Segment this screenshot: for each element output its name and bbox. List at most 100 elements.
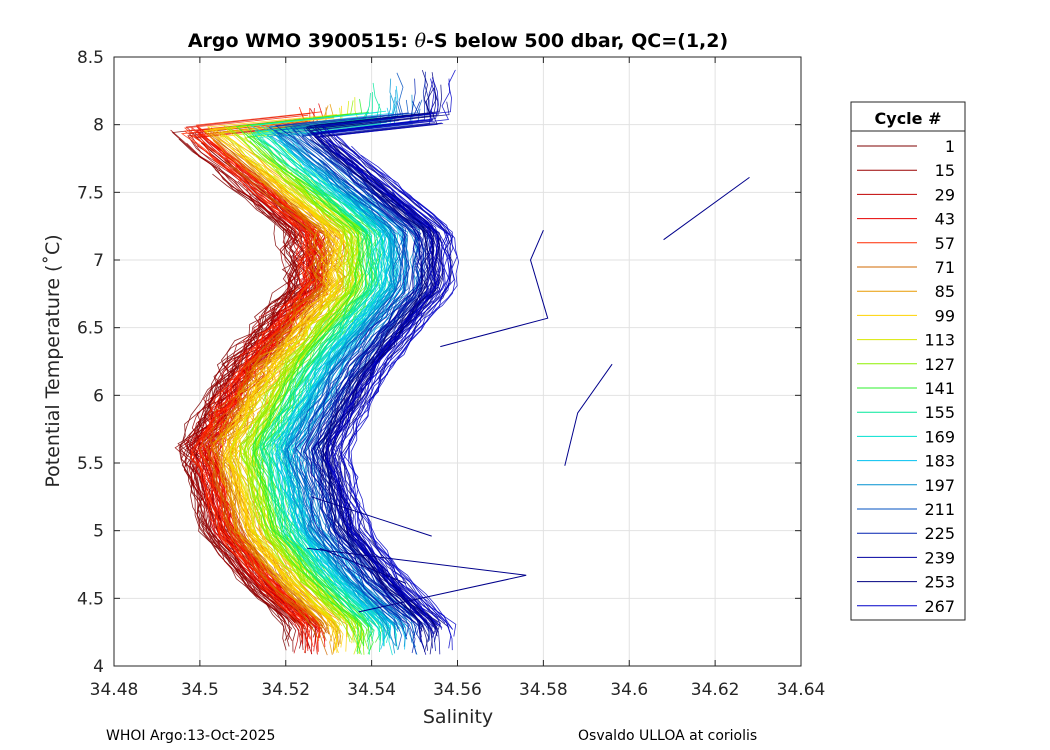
- outlier-segment: [319, 547, 407, 584]
- y-tick-label: 4: [93, 657, 104, 677]
- profile-line-cycle-267: [325, 140, 436, 635]
- profile-line-cycle-183: [275, 167, 387, 650]
- profile-line-cycle-57: [200, 207, 316, 617]
- y-tick-label: 7: [93, 251, 104, 271]
- y-axis: 4 4.5 5 5.5 6 6.5 7 7.5 8 8.5: [77, 48, 801, 677]
- profile-line-cycle-155: [250, 91, 374, 655]
- profile-line-cycle-57: [188, 111, 310, 627]
- y-tick-label: 5: [93, 522, 104, 542]
- profile-line-cycle-197: [269, 95, 394, 636]
- profile-line-cycle-267: [320, 134, 447, 630]
- profile-line-cycle-183: [265, 107, 392, 647]
- profile-line-cycle-57: [195, 196, 312, 630]
- y-tick-label: 6.5: [77, 319, 104, 339]
- profile-line-cycle-225: [274, 112, 411, 630]
- outlier-segment: [307, 547, 527, 613]
- profile-line-cycle-239: [303, 195, 419, 623]
- y-tick-label: 5.5: [77, 454, 104, 474]
- profile-line-cycle-99: [220, 105, 350, 626]
- profile-line-cycle-169: [270, 200, 379, 627]
- legend-label-57: 57: [935, 234, 955, 253]
- profile-line-cycle-155: [264, 173, 379, 636]
- data-series-group: [170, 69, 750, 656]
- legend-label-141: 141: [924, 379, 955, 398]
- profile-line-cycle-57: [180, 106, 309, 641]
- legend: Cycle # 1 15 29 43 57 71 85 99 113 127 141 155 169 18…: [850, 101, 966, 621]
- profile-line-cycle-267: [342, 190, 454, 651]
- legend-label-239: 239: [924, 548, 955, 567]
- chart-title-theta: θ: [415, 30, 427, 52]
- profile-line-cycle-57: [212, 201, 328, 618]
- profile-line-cycle-141: [251, 178, 361, 655]
- profile-line-cycle-99: [225, 159, 345, 653]
- profile-line-cycle-71: [209, 161, 321, 631]
- profile-line-cycle-85: [203, 117, 331, 620]
- x-axis: 34.48 34.5 34.52 34.54 34.56 34.58 34.6 34.62 34…: [90, 57, 826, 700]
- profile-line-cycle-239: [313, 192, 427, 655]
- x-tick-label: 34.48: [90, 680, 139, 700]
- legend-label-169: 169: [924, 427, 955, 446]
- profile-line-cycle-15: [190, 169, 298, 619]
- profile-line-cycle-267: [311, 78, 437, 628]
- profile-line-cycle-85: [212, 180, 331, 618]
- profile-line-cycle-225: [299, 163, 410, 637]
- profile-line-cycle-267: [330, 191, 441, 626]
- profile-line-cycle-15: [174, 142, 295, 631]
- profile-line-cycle-15: [170, 129, 295, 625]
- x-tick-label: 34.56: [433, 680, 482, 700]
- profile-line-cycle-169: [254, 129, 383, 620]
- profile-line-cycle-183: [274, 163, 384, 628]
- profile-line-cycle-71: [203, 203, 321, 641]
- x-tick-label: 34.58: [519, 680, 568, 700]
- legend-label-197: 197: [924, 476, 955, 495]
- y-tick-label: 7.5: [77, 183, 104, 203]
- legend-label-71: 71: [935, 258, 955, 277]
- y-tick-label: 8: [93, 116, 104, 136]
- x-axis-label: Salinity: [423, 706, 493, 728]
- legend-label-183: 183: [924, 452, 955, 471]
- footer-left: WHOI Argo:13-Oct-2025: [106, 728, 275, 744]
- x-tick-label: 34.64: [777, 680, 826, 700]
- profile-line-cycle-113: [218, 107, 343, 616]
- legend-label-99: 99: [935, 306, 955, 325]
- legend-label-225: 225: [924, 524, 955, 543]
- profile-line-cycle-155: [259, 188, 369, 617]
- profile-line-cycle-197: [294, 181, 408, 640]
- x-tick-label: 34.62: [691, 680, 740, 700]
- profile-line-cycle-267: [320, 69, 456, 630]
- legend-label-85: 85: [935, 282, 955, 301]
- chart-title-suffix: -S below 500 dbar, QC=(1,2): [426, 30, 728, 52]
- legend-label-253: 253: [924, 573, 955, 592]
- profile-line-cycle-267: [336, 136, 453, 649]
- profile-line-cycle-99: [204, 117, 337, 617]
- profile-line-cycle-113: [221, 133, 344, 630]
- profile-line-cycle-15: [180, 184, 296, 642]
- profile-line-cycle-127: [239, 168, 353, 628]
- legend-label-155: 155: [924, 403, 955, 422]
- profile-line-cycle-211: [267, 101, 402, 619]
- y-tick-label: 6: [93, 386, 104, 406]
- y-tick-label: 8.5: [77, 48, 104, 68]
- legend-title: Cycle #: [875, 109, 942, 128]
- profile-line-cycle-239: [312, 170, 423, 638]
- profile-line-cycle-225: [310, 202, 423, 617]
- profile-line-cycle-197: [283, 190, 399, 624]
- outlier-segment: [663, 176, 750, 241]
- legend-label-43: 43: [935, 210, 955, 229]
- profile-line-cycle-169: [267, 137, 382, 641]
- y-axis-label: Potential Temperature (˚C): [42, 234, 64, 487]
- x-tick-label: 34.5: [181, 680, 219, 700]
- profile-line-cycle-253: [326, 122, 442, 637]
- y-tick-label: 4.5: [77, 589, 104, 609]
- outlier-segment: [311, 496, 432, 537]
- profile-line-cycle-211: [301, 123, 420, 621]
- legend-label-15: 15: [935, 161, 955, 180]
- legend-label-211: 211: [924, 500, 955, 519]
- profile-line-cycle-99: [226, 186, 341, 654]
- footer-right: Osvaldo ULLOA at coriolis: [578, 728, 757, 744]
- x-tick-label: 34.52: [261, 680, 310, 700]
- profile-line-cycle-127: [247, 199, 360, 633]
- legend-label-1: 1: [945, 137, 955, 156]
- profile-line-cycle-197: [299, 161, 409, 628]
